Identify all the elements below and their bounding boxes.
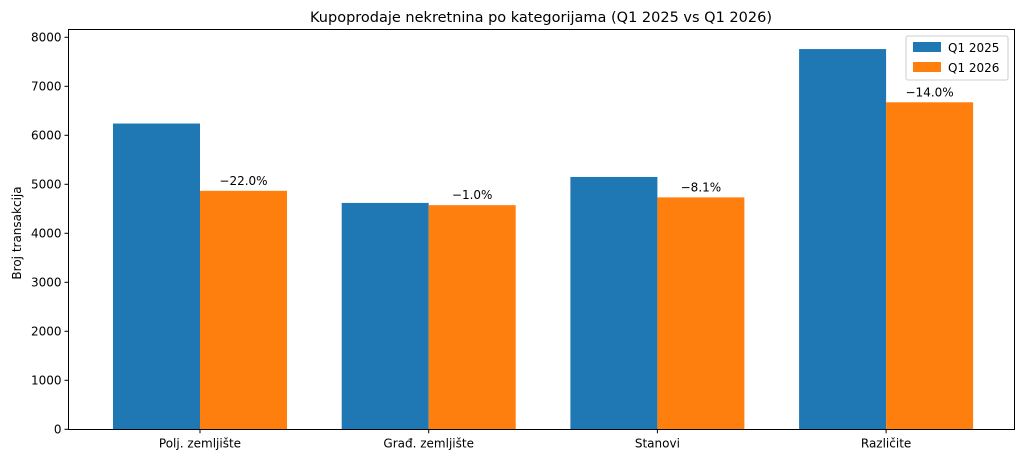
change-annotation: −22.0% (219, 174, 267, 188)
bar-q1-2026 (886, 102, 974, 430)
y-tick-label: 0 (54, 422, 62, 436)
x-tick-label: Stanovi (635, 436, 680, 450)
y-tick-label: 7000 (31, 79, 62, 93)
legend-label-q1-2025: Q1 2025 (948, 41, 999, 55)
y-tick-label: 2000 (31, 324, 62, 338)
y-tick-label: 6000 (31, 128, 62, 142)
chart-title: Kupoprodaje nekretnina po kategorijama (… (310, 10, 772, 26)
y-tick-label: 8000 (31, 30, 62, 44)
bar-q1-2026 (200, 190, 287, 430)
change-annotation: −8.1% (681, 180, 722, 194)
bar-q1-2025 (341, 202, 429, 430)
legend-swatch-q1-2025 (913, 42, 941, 52)
y-axis-label: Broj transakcija (10, 186, 24, 279)
bar-q1-2025 (570, 176, 658, 430)
y-tick-label: 4000 (31, 226, 62, 240)
y-tick-label: 3000 (31, 275, 62, 289)
plot-frame (68, 29, 1015, 430)
change-annotation: −14.0% (906, 85, 954, 99)
y-tick-label: 5000 (31, 177, 62, 191)
bar-q1-2025 (799, 49, 887, 430)
change-annotation: −1.0% (452, 188, 493, 202)
legend-label-q1-2026: Q1 2026 (948, 61, 999, 75)
legend-swatch-q1-2026 (913, 62, 941, 72)
x-tick-label: Različite (861, 436, 911, 450)
bar-q1-2026 (428, 205, 516, 430)
x-tick-label: Građ. zemljište (383, 436, 474, 450)
legend: Q1 2025 Q1 2026 (905, 35, 1009, 81)
bar-q1-2026 (657, 197, 745, 430)
x-tick-label: Polj. zemljište (159, 436, 241, 450)
y-tick-label: 1000 (31, 373, 62, 387)
bar-q1-2025 (113, 123, 200, 430)
